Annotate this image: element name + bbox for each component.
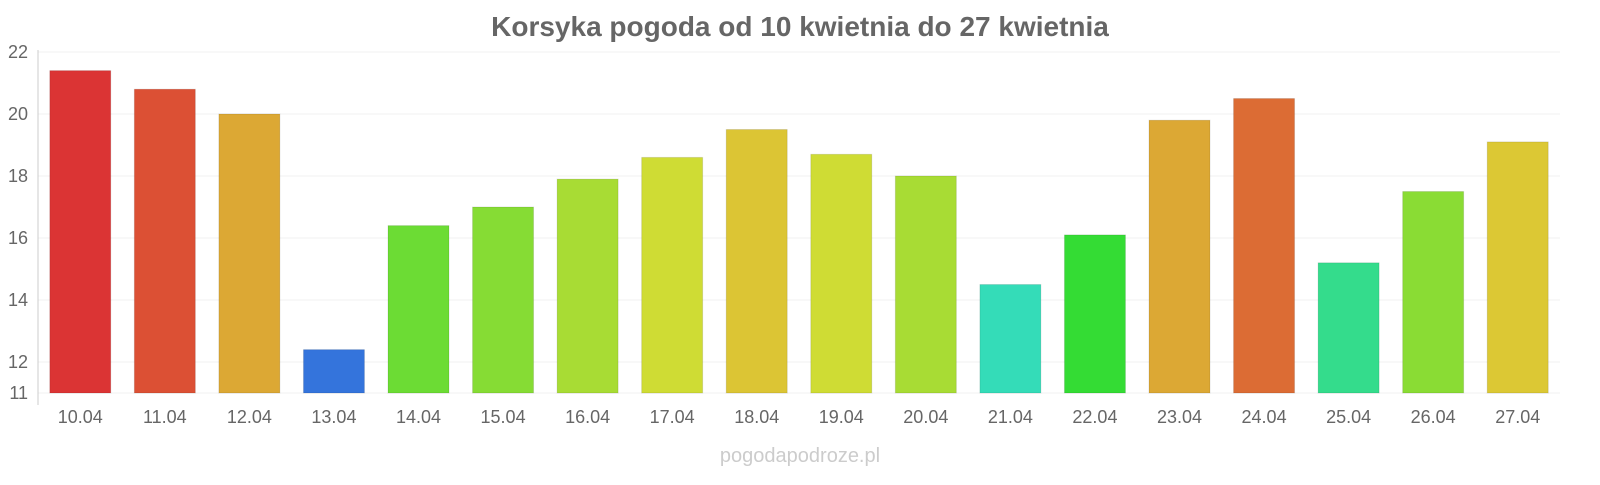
x-tick-label: 24.04 — [1242, 407, 1287, 427]
x-tick-label: 14.04 — [396, 407, 441, 427]
y-tick-label: 14 — [8, 290, 28, 310]
bar — [1486, 141, 1549, 394]
bar — [49, 70, 112, 394]
bar — [218, 113, 281, 394]
x-tick-label: 17.04 — [650, 407, 695, 427]
bar — [979, 284, 1042, 394]
x-tick-label: 23.04 — [1157, 407, 1202, 427]
bar — [810, 153, 873, 394]
bar — [725, 129, 788, 394]
bar — [1317, 262, 1380, 394]
x-tick-label: 21.04 — [988, 407, 1033, 427]
y-tick-label: 12 — [8, 352, 28, 372]
x-tick-label: 22.04 — [1072, 407, 1117, 427]
x-tick-label: 18.04 — [734, 407, 779, 427]
x-tick-label: 12.04 — [227, 407, 272, 427]
bar — [472, 206, 535, 394]
x-tick-label: 26.04 — [1411, 407, 1456, 427]
x-tick-label: 13.04 — [311, 407, 356, 427]
y-tick-label: 18 — [8, 166, 28, 186]
x-tick-label: 16.04 — [565, 407, 610, 427]
bar — [641, 156, 704, 394]
bar — [1402, 191, 1465, 394]
bar — [1148, 119, 1211, 394]
bar — [556, 178, 619, 394]
chart-title: Korsyka pogoda od 10 kwietnia do 27 kwie… — [491, 11, 1109, 42]
watermark: pogodapodroze.pl — [720, 445, 880, 467]
y-tick-label: 20 — [8, 104, 28, 124]
bar — [894, 175, 957, 394]
x-tick-label: 15.04 — [481, 407, 526, 427]
x-tick-label: 10.04 — [58, 407, 103, 427]
x-tick-label: 19.04 — [819, 407, 864, 427]
y-tick-label: 22 — [8, 42, 28, 62]
bar — [1063, 234, 1126, 394]
bar — [387, 225, 450, 394]
bar — [302, 349, 365, 394]
y-tick-label: 11 — [9, 383, 28, 403]
x-tick-label: 25.04 — [1326, 407, 1371, 427]
x-tick-label: 20.04 — [903, 407, 948, 427]
bar — [1233, 98, 1296, 394]
x-tick-label: 11.04 — [143, 407, 187, 427]
bar — [133, 88, 196, 394]
y-tick-label: 16 — [8, 228, 28, 248]
x-tick-label: 27.04 — [1495, 407, 1540, 427]
